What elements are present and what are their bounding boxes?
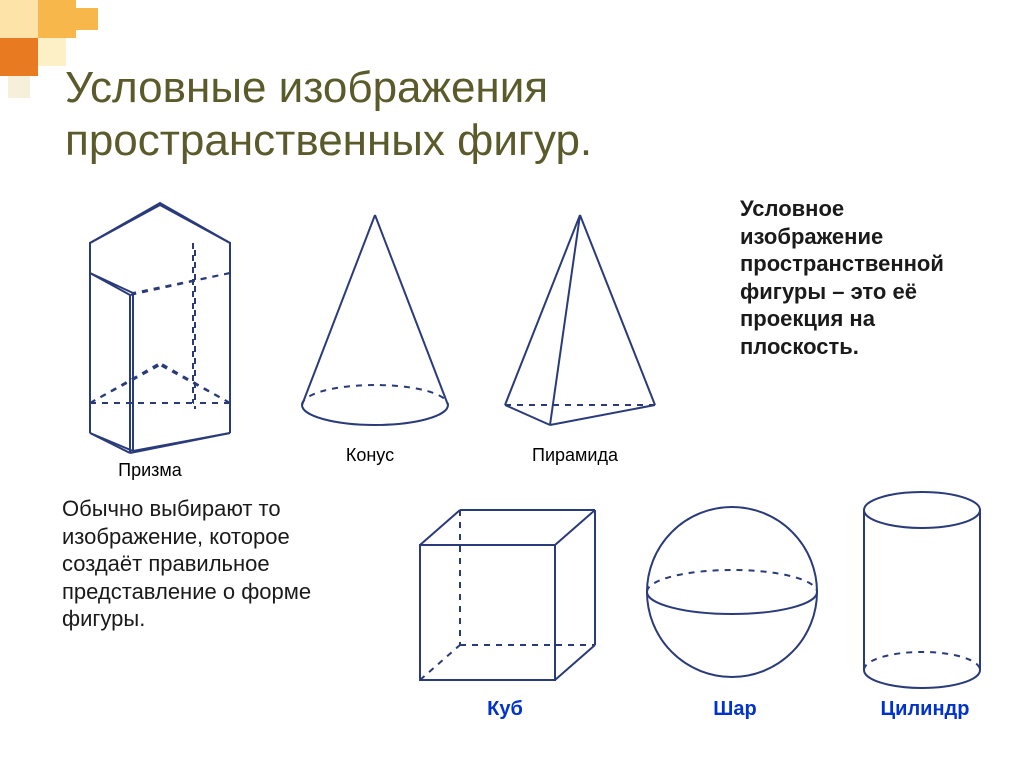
pyramid-label: Пирамида [520,445,630,466]
cube-figure [405,500,600,690]
deco-square [8,76,30,98]
cylinder-figure [855,488,990,693]
cone-figure [290,210,460,435]
sphere-label: Шар [705,698,765,721]
definition-text: Условное изображение пространственной фи… [740,195,990,360]
slide: Условные изображения пространственных фи… [0,0,1024,768]
prism-label: Призма [110,460,190,481]
deco-square [0,0,38,38]
deco-square [0,38,38,76]
cone-label: Конус [330,445,410,466]
page-title: Условные изображения пространственных фи… [65,62,592,168]
note-text: Обычно выбирают то изображение, которое … [62,495,367,633]
deco-square [76,8,98,30]
deco-square [38,0,76,38]
prism-figure-clean [75,195,250,455]
pyramid-figure [490,210,670,435]
deco-square [38,38,66,66]
title-line-1: Условные изображения [65,63,548,112]
cylinder-label: Цилиндр [870,698,980,721]
cube-label: Куб [475,698,535,721]
sphere-figure [640,500,825,685]
title-line-2: пространственных фигур. [65,116,592,165]
